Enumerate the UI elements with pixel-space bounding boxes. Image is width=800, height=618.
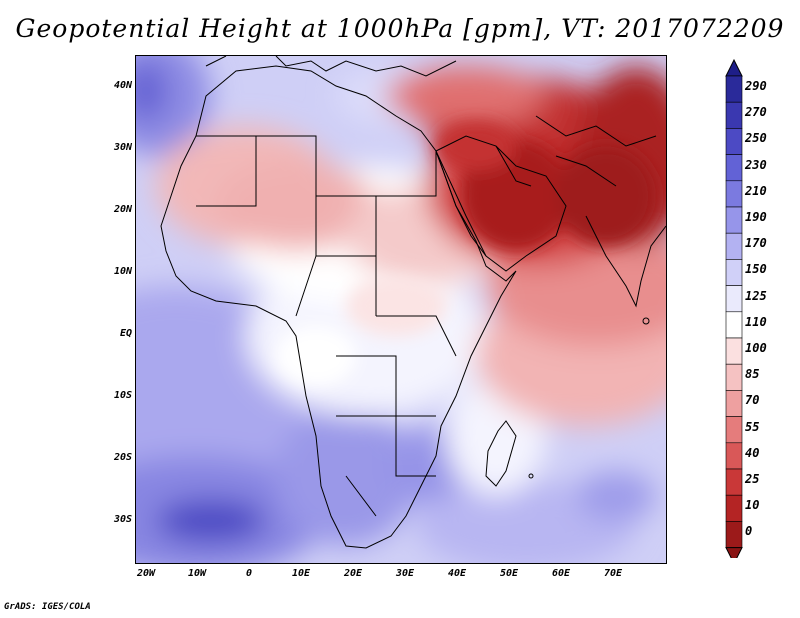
map-svg xyxy=(136,56,666,563)
height-field-detail xyxy=(276,121,656,386)
colorbar-tick-label: 100 xyxy=(745,341,767,355)
lon-label-0: 0 xyxy=(245,568,253,579)
colorbar-swatch xyxy=(725,180,743,208)
colorbar-swatch xyxy=(725,363,743,391)
lat-label-30n: 30N xyxy=(113,142,132,153)
colorbar-swatch xyxy=(725,390,743,417)
lon-label-10e: 10E xyxy=(291,568,311,579)
colorbar-swatch xyxy=(725,154,743,182)
grads-credit: GrADS: IGES/COLA xyxy=(4,602,91,612)
colorbar-tick-label: 250 xyxy=(745,131,767,146)
colorbar-tick-label: 85 xyxy=(745,367,760,382)
lon-label-10w: 10W xyxy=(187,568,207,579)
lat-label-30s: 30S xyxy=(113,514,132,525)
lat-label-20n: 20N xyxy=(113,204,132,215)
lon-label-20w: 20W xyxy=(136,568,156,579)
colorbar-swatch xyxy=(725,311,743,339)
lat-label-10n: 10N xyxy=(113,266,132,277)
colorbar-swatch xyxy=(725,416,743,444)
colorbar-tick-label: 10 xyxy=(745,498,760,513)
lon-label-20e: 20E xyxy=(343,568,363,579)
colorbar-swatch xyxy=(725,521,743,548)
lon-label-50e: 50E xyxy=(499,568,519,579)
colorbar-swatch xyxy=(725,494,743,522)
lon-label-70e: 70E xyxy=(603,568,623,579)
map-plot-area xyxy=(135,55,667,564)
colorbar-top-arrow xyxy=(725,58,743,77)
lon-label-30e: 30E xyxy=(395,568,415,579)
colorbar-tick-label: 190 xyxy=(745,210,767,224)
lat-label-eq: EQ xyxy=(119,328,132,339)
lat-label-10s: 10S xyxy=(113,390,132,401)
coastlines xyxy=(160,56,666,549)
colorbar-swatch xyxy=(725,232,743,260)
colorbar-tick-label: 210 xyxy=(745,183,767,198)
lon-label-60e: 60E xyxy=(551,568,571,579)
colorbar xyxy=(725,58,743,558)
colorbar-tick-label: 25 xyxy=(745,472,760,486)
colorbar-swatch xyxy=(725,75,743,103)
colorbar-tick-label: 110 xyxy=(745,314,767,329)
chart-title: Geopotential Height at 1000hPa [gpm], VT… xyxy=(15,14,785,43)
colorbar-swatch xyxy=(725,468,743,496)
lat-label-40n: 40N xyxy=(113,80,132,91)
colorbar-tick-label: 125 xyxy=(745,288,767,303)
colorbar-tick-label: 170 xyxy=(745,236,767,251)
islands xyxy=(528,317,650,479)
colorbar-tick-label: 270 xyxy=(745,105,767,120)
colorbar-swatch xyxy=(725,259,743,286)
colorbar-tick-label: 55 xyxy=(745,419,760,434)
colorbar-swatch xyxy=(725,206,743,234)
colorbar-swatch xyxy=(725,128,743,155)
colorbar-tick-label: 150 xyxy=(745,262,767,277)
colorbar-swatch xyxy=(725,101,743,129)
colorbar-swatch xyxy=(725,442,743,470)
colorbar-tick-label: 0 xyxy=(745,524,753,539)
colorbar-tick-label: 40 xyxy=(745,445,760,460)
colorbar-swatch xyxy=(725,285,743,313)
colorbar-tick-label: 230 xyxy=(745,157,767,172)
colorbar-bottom-arrow xyxy=(725,547,743,558)
colorbar-swatch xyxy=(725,337,743,365)
lon-label-40e: 40E xyxy=(447,568,467,579)
colorbar-tick-label: 70 xyxy=(745,393,760,408)
lat-label-20s: 20S xyxy=(113,452,132,463)
colorbar-tick-label: 290 xyxy=(745,79,767,93)
